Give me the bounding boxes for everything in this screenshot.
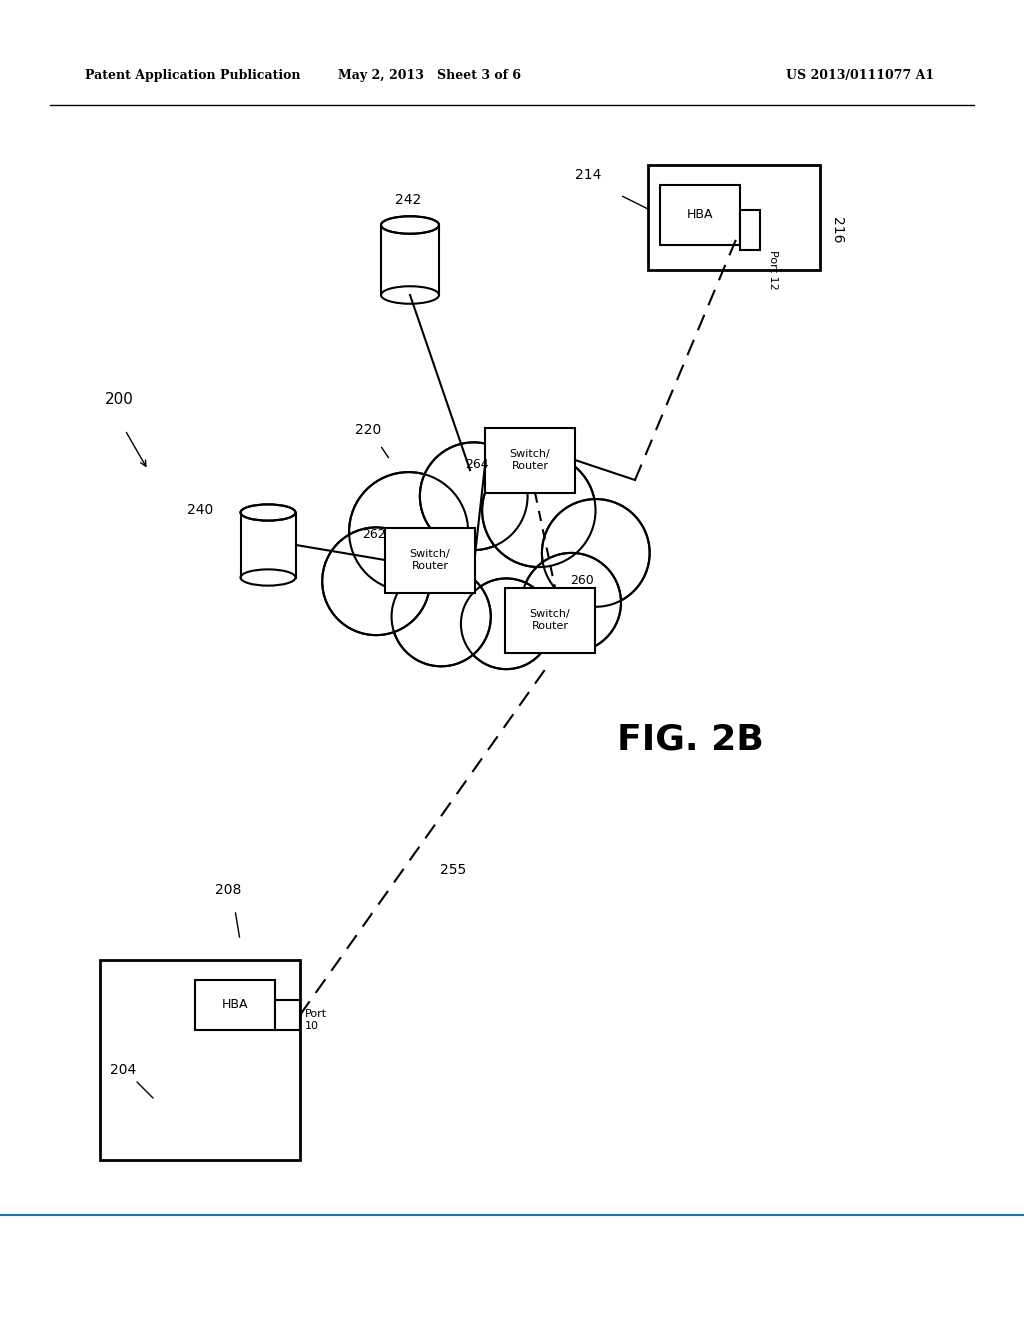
- Text: 260: 260: [570, 573, 594, 586]
- Text: 264: 264: [465, 458, 488, 471]
- Text: Switch/
Router: Switch/ Router: [510, 449, 550, 471]
- Text: 242: 242: [395, 193, 421, 207]
- Text: 220: 220: [355, 422, 381, 437]
- Circle shape: [461, 578, 552, 669]
- Circle shape: [349, 473, 468, 591]
- Text: Patent Application Publication: Patent Application Publication: [85, 69, 300, 82]
- Circle shape: [482, 454, 596, 568]
- Bar: [648, 165, 820, 271]
- Circle shape: [542, 499, 649, 607]
- Circle shape: [522, 553, 621, 652]
- Text: HBA: HBA: [687, 209, 714, 222]
- Text: FIG. 2B: FIG. 2B: [616, 723, 763, 756]
- Bar: [485, 428, 575, 492]
- Text: Port
10: Port 10: [305, 1010, 327, 1031]
- Text: May 2, 2013   Sheet 3 of 6: May 2, 2013 Sheet 3 of 6: [339, 69, 521, 82]
- Ellipse shape: [381, 216, 439, 234]
- Text: HBA: HBA: [222, 998, 248, 1011]
- Text: 262: 262: [362, 528, 386, 541]
- Text: 204: 204: [110, 1063, 136, 1077]
- Bar: [385, 528, 475, 593]
- Text: Switch/
Router: Switch/ Router: [529, 610, 570, 631]
- Text: 214: 214: [575, 168, 601, 182]
- Text: Port 12: Port 12: [768, 249, 778, 290]
- Ellipse shape: [241, 504, 296, 520]
- Text: 255: 255: [440, 863, 466, 876]
- Bar: [505, 587, 595, 652]
- Circle shape: [420, 442, 527, 550]
- Text: 200: 200: [105, 392, 134, 408]
- Text: 208: 208: [215, 883, 242, 898]
- Text: 240: 240: [187, 503, 213, 517]
- Bar: [740, 210, 760, 249]
- Bar: [275, 1001, 300, 1030]
- Bar: [100, 960, 300, 1160]
- Circle shape: [323, 528, 430, 635]
- Text: US 2013/0111077 A1: US 2013/0111077 A1: [786, 69, 934, 82]
- Text: Switch/
Router: Switch/ Router: [410, 549, 451, 570]
- Circle shape: [391, 568, 490, 667]
- Bar: [195, 979, 275, 1030]
- Bar: [660, 185, 740, 246]
- Text: 216: 216: [830, 216, 844, 243]
